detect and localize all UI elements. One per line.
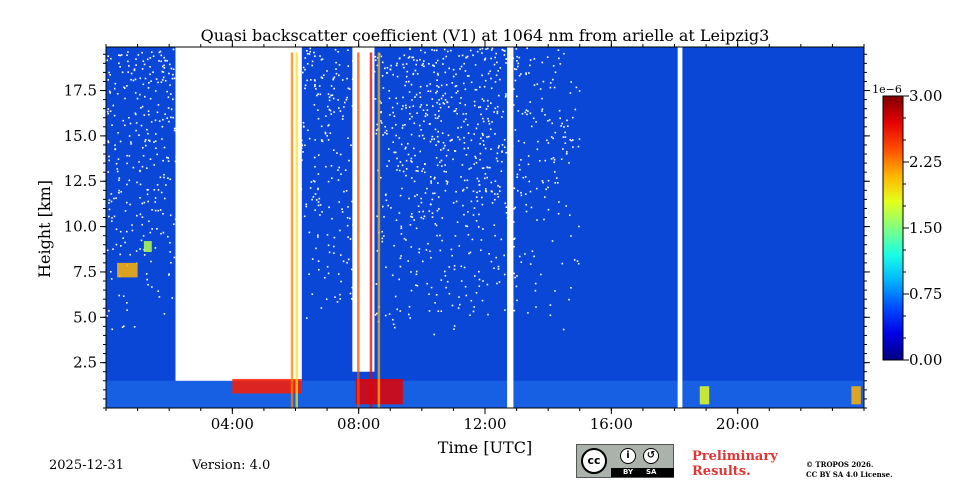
copyright-line-2: CC BY SA 4.0 License. — [806, 470, 893, 479]
y-tick-label: 2.5 — [73, 354, 97, 372]
y-tick-label: 5.0 — [73, 308, 97, 326]
y-tick-label: 15.0 — [64, 127, 97, 145]
sa-label: SA — [646, 468, 657, 476]
backscatter-feature-5 — [699, 386, 710, 405]
x-tick-label: 16:00 — [590, 415, 633, 433]
share-alike-icon: ↺ — [643, 448, 659, 464]
attribution-icon: i — [620, 448, 636, 464]
colorbar-tick-label: 2.25 — [909, 153, 942, 171]
date-label: 2025-12-31 — [49, 458, 124, 473]
axes: 04:00 08:00 12:00 16:00 20:00 2.5 5.0 7.5 10.0 12… — [64, 41, 870, 433]
x-axis-label: Time [UTC] — [438, 438, 532, 457]
colorbar-tick-label: 0.75 — [909, 285, 942, 303]
y-tick-label: 17.5 — [64, 82, 97, 100]
x-tick-label: 08:00 — [337, 415, 380, 433]
colorbar-tick-label: 1.50 — [909, 219, 942, 237]
colorbar: 0.00 0.75 1.50 2.25 3.00 — [882, 87, 942, 369]
by-label: BY — [623, 468, 634, 476]
colorbar-scale-label: 1e−6 — [872, 83, 902, 96]
noise-speckle — [106, 47, 581, 336]
colorbar-gradient — [882, 95, 904, 361]
cc-icon: cc — [581, 448, 607, 474]
x-tick-label: 20:00 — [716, 415, 759, 433]
plot-area — [106, 47, 864, 409]
x-tick-label: 12:00 — [463, 415, 506, 433]
backscatter-feature-6 — [851, 386, 861, 405]
backscatter-streak-5 — [377, 52, 381, 409]
colorbar-tick-label: 3.00 — [909, 87, 942, 105]
colorbar-tick-label: 0.00 — [909, 351, 942, 369]
version-label: Version: 4.0 — [192, 458, 271, 473]
backscatter-streak-3 — [357, 52, 360, 409]
aerosol-layer — [106, 380, 864, 408]
y-tick-label: 10.0 — [64, 218, 97, 236]
preliminary-line-1: Preliminary — [692, 449, 778, 464]
data-gap-1 — [507, 47, 514, 408]
y-tick-label: 7.5 — [73, 263, 97, 281]
copyright-notice: © TROPOS 2026. CC BY SA 4.0 License. — [806, 460, 893, 480]
data-gap-2 — [677, 47, 683, 408]
backscatter-streak-2 — [295, 52, 298, 409]
y-axis-label: Height [km] — [35, 180, 54, 278]
copyright-line-1: © TROPOS 2026. — [806, 460, 874, 469]
x-tick-label: 04:00 — [211, 415, 254, 433]
y-tick-label: 12.5 — [64, 172, 97, 190]
backscatter-streak-1 — [290, 52, 294, 409]
backscatter-feature-2 — [143, 241, 152, 252]
preliminary-notice: Preliminary Results. — [692, 449, 778, 479]
backscatter-feature-3 — [232, 378, 302, 394]
preliminary-line-2: Results. — [692, 464, 751, 479]
cc-license-badge: cc i ↺ BY SA — [576, 444, 674, 478]
backscatter-streak-4 — [369, 52, 373, 409]
backscatter-feature-1 — [117, 262, 138, 278]
cloud-mask-1 — [175, 47, 302, 381]
chart-title: Quasi backscatter coefficient (V1) at 10… — [201, 26, 770, 45]
